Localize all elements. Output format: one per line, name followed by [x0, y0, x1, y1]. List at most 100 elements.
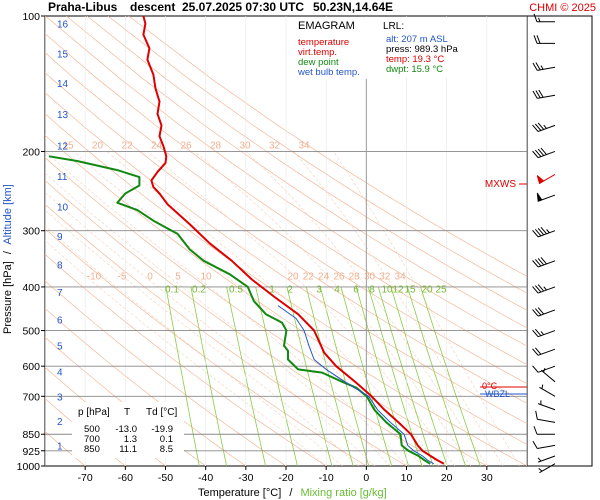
- wind-barb-staff: [537, 330, 556, 338]
- mixing-ratio-label: 20: [421, 285, 433, 296]
- wind-barb-full: [532, 62, 538, 71]
- temperature-tick-label: -30: [238, 472, 253, 484]
- wind-barb-full: [535, 410, 538, 420]
- wind-barb-full: [540, 147, 547, 155]
- wind-barb-staff: [537, 309, 556, 317]
- moist-adiabat-label: 28: [349, 271, 361, 282]
- pressure-tick-label: 200: [22, 146, 40, 158]
- wind-barb-staff: [537, 418, 556, 423]
- wind-barb: [538, 463, 556, 474]
- moist-adiabat-label: -10: [87, 271, 102, 282]
- altitude-tick-label: 6: [57, 315, 63, 326]
- moist-adiabat-label: 10: [200, 271, 212, 282]
- wind-barb-full: [534, 149, 542, 157]
- altitude-tick-label: 14: [57, 79, 69, 90]
- altitude-tick-label: 8: [57, 261, 63, 272]
- pressure-tick-label: 700: [22, 391, 40, 403]
- table-cell: 850: [84, 444, 100, 455]
- wind-barb: [532, 307, 556, 317]
- altitude-tick-label: 12: [57, 142, 69, 153]
- moist-adiabat-label: 30: [364, 271, 376, 282]
- wind-barb-half: [543, 124, 547, 129]
- temperature-tick-label: -50: [158, 472, 173, 484]
- series-temperature: [142, 16, 445, 465]
- dry-adiabat-label: 30: [239, 140, 251, 151]
- wind-barb-half: [546, 229, 550, 234]
- wind-barb: [532, 257, 556, 268]
- dry-adiabat: [128, 16, 527, 277]
- wind-barb-full: [532, 260, 539, 268]
- moist-adiabat: [245, 151, 488, 466]
- wind-barb-staff: [537, 286, 556, 294]
- wind-barb-half: [541, 384, 544, 389]
- lrl-dwpt: dwpt: 15.9 °C: [386, 64, 443, 75]
- wind-barb-full: [534, 308, 542, 316]
- moist-adiabat-label: 0: [147, 271, 153, 282]
- pressure-tick-label: 925: [22, 446, 40, 458]
- wind-barb: [532, 440, 556, 450]
- y-axis-label-altitude: Altitude [km]: [2, 184, 14, 245]
- table-cell: -19.9: [151, 424, 173, 435]
- wind-barb-full: [540, 257, 547, 265]
- wind-barb-full: [534, 123, 542, 131]
- wind-barb-full: [537, 122, 545, 130]
- dry-adiabat-label: 26: [180, 140, 192, 151]
- wind-barb-staff: [539, 463, 556, 474]
- wind-barb-half: [537, 457, 542, 462]
- header-coords: 50.23N,14.64E: [313, 0, 393, 14]
- altitude-tick-label: 10: [57, 202, 69, 213]
- summary-table: p [hPa] T Td [°C] 500 -13.0 -19.9 700 1.…: [72, 402, 184, 458]
- mixing-ratio-label: 1: [269, 285, 275, 296]
- wind-barb-full: [533, 426, 538, 435]
- moist-adiabat-label: -5: [118, 271, 127, 282]
- temperature-tick-label: -60: [118, 472, 133, 484]
- altitude-tick-label: 7: [57, 288, 63, 299]
- wind-barb-half: [540, 331, 545, 335]
- altitude-tick-label: 2: [57, 417, 63, 428]
- lrl-press: press: 989.3 hPa: [386, 44, 459, 55]
- lrl-alt: alt: 207 m ASL: [386, 34, 448, 45]
- legend-item-virt-temp: virt.temp.: [298, 47, 337, 58]
- mixing-ratio-label: 2: [287, 285, 293, 296]
- wind-barb-full: [534, 229, 542, 237]
- wind-barb: [532, 365, 556, 373]
- mixing-ratio-label: 10: [381, 285, 393, 296]
- wind-barb-flag: [536, 192, 543, 202]
- wind-barb-full: [532, 286, 539, 294]
- series-dew-point: [48, 155, 431, 465]
- altitude-tick-label: 5: [57, 342, 63, 353]
- table-header-t: T: [124, 407, 130, 418]
- dry-adiabat-label: 20: [92, 140, 104, 151]
- altitude-tick-label: 3: [57, 393, 63, 404]
- wind-barb-half: [538, 17, 541, 22]
- dry-adiabat: [45, 92, 527, 425]
- table-header-td: Td [°C]: [146, 407, 177, 418]
- mxws-label: MXWS: [485, 179, 516, 190]
- wind-barb-full: [532, 230, 539, 238]
- header-station: Praha-Libus: [48, 0, 118, 14]
- temperature-tick-label: 10: [401, 472, 413, 484]
- dry-adiabat-label: 34: [298, 140, 310, 151]
- wind-barb-full: [532, 124, 539, 132]
- wind-barb-half: [538, 468, 543, 472]
- dry-adiabat-label: 22: [121, 140, 133, 151]
- mixing-ratio-label: 0.2: [192, 285, 206, 296]
- y-axis-label-sep: /: [2, 250, 14, 254]
- temperature-tick-label: -10: [319, 472, 334, 484]
- wind-barb-full: [538, 89, 544, 98]
- table-cell: 700: [84, 434, 100, 445]
- lrl-box-frame: [380, 17, 478, 77]
- mixing-ratio-label: 0.1: [165, 285, 179, 296]
- temperature-tick-label: 0: [363, 472, 369, 484]
- table-cell: -13.0: [115, 424, 137, 435]
- pressure-tick-label: 100: [22, 11, 40, 23]
- dry-adiabat: [45, 16, 527, 347]
- x-axis-label-sep: /: [289, 487, 293, 499]
- mixing-ratio-label: 8: [369, 285, 375, 296]
- legend: EMAGRAM temperature virt.temp. dew point…: [294, 17, 378, 79]
- altitude-tick-label: 1: [57, 441, 63, 452]
- tzl-label: 0°C: [482, 381, 498, 391]
- wind-barb: [536, 174, 556, 185]
- wind-barb-full: [533, 35, 538, 44]
